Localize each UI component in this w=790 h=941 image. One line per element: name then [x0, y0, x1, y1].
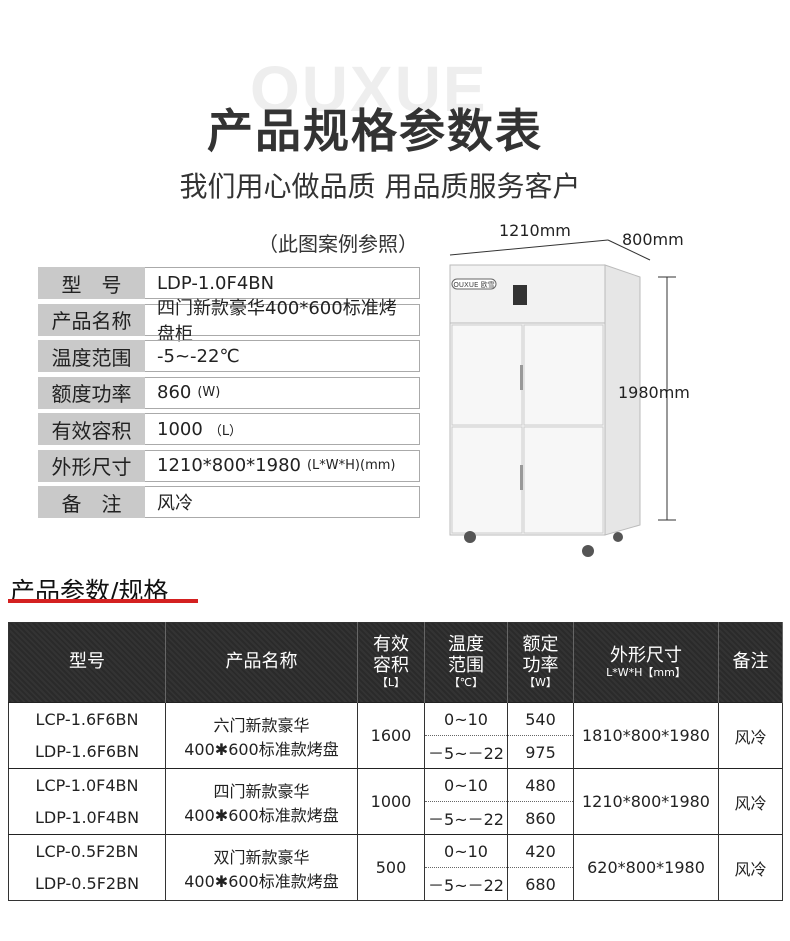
volume-cell: 500 — [357, 834, 425, 901]
spec-value: 860 (W) — [145, 376, 420, 409]
spec-value-text: LDP-1.0F4BN — [157, 272, 275, 294]
table-row: LDP-1.0F4BN －5~－22 860 — [8, 801, 783, 835]
temp-cell: 0~10 — [424, 702, 508, 736]
power-cell: 860 — [507, 801, 574, 835]
size-cell: 620*800*1980 — [573, 834, 719, 901]
spec-label: 温度范围 — [38, 340, 145, 372]
model-cell: LCP-0.5F2BN — [8, 834, 166, 868]
page-subtitle: 我们用心做品质 用品质服务客户 — [179, 170, 581, 203]
spec-row: 外形尺寸 1210*800*1980 (L*W*H)(mm) — [38, 449, 420, 482]
note-cell: 风冷 — [718, 834, 783, 901]
spec-label: 型 号 — [38, 267, 145, 299]
width-label: 1210mm — [499, 221, 571, 240]
spec-row: 有效容积 1000 （L） — [38, 413, 420, 445]
column-header: 型号 — [8, 622, 166, 703]
spec-value-text: 860 — [157, 382, 192, 403]
section-underline — [8, 599, 198, 603]
spec-value: 四门新款豪华400*600标准烤盘柜 — [145, 298, 420, 345]
spec-value-text: 1000 — [157, 418, 203, 440]
image-caption: （此图案例参照） — [258, 232, 418, 256]
spec-row: 备 注风冷 — [38, 486, 420, 518]
spec-value: 1000 （L） — [145, 413, 420, 445]
spec-label: 产品名称 — [38, 303, 145, 336]
table-row: LDP-1.6F6BN －5~－22 975 — [8, 735, 783, 769]
column-header: 产品名称 — [165, 622, 358, 703]
column-header: 温度范围 【℃】 — [424, 622, 508, 703]
size-cell: 1810*800*1980 — [573, 702, 719, 769]
spec-value: 风冷 — [145, 486, 420, 518]
temp-cell: 0~10 — [424, 768, 508, 802]
table-row: LCP-0.5F2BN 双门新款豪华 400✱600标准款烤盘 500 0~10 … — [8, 834, 783, 901]
spec-label: 有效容积 — [38, 413, 145, 445]
spec-unit: (L*W*H)(mm) — [306, 458, 396, 473]
power-cell: 540 — [507, 702, 574, 736]
power-cell: 680 — [507, 867, 574, 901]
spec-value: -5~-22℃ — [145, 340, 420, 372]
spec-value-text: 四门新款豪华400*600标准烤盘柜 — [157, 297, 397, 345]
spec-unit: (W) — [197, 385, 221, 400]
table-row: LCP-1.0F4BN 四门新款豪华 400✱600标准款烤盘 1000 0~10… — [8, 768, 783, 835]
power-cell: 480 — [507, 768, 574, 802]
spec-row: 型 号 LDP-1.0F4BN — [38, 267, 420, 299]
product-name-cell: 双门新款豪华 400✱600标准款烤盘 — [165, 834, 358, 901]
fridge-diagram: OUXUE 欧雪 — [449, 239, 676, 557]
depth-dimension-line — [607, 239, 651, 261]
product-name-cell: 四门新款豪华 400✱600标准款烤盘 — [165, 768, 358, 835]
spec-label: 外形尺寸 — [38, 449, 145, 482]
volume-cell: 1600 — [357, 702, 425, 769]
temp-cell: －5~－22 — [424, 801, 508, 835]
model-cell: LCP-1.6F6BN — [8, 702, 166, 736]
spec-value: LDP-1.0F4BN — [145, 267, 420, 299]
depth-label: 800mm — [622, 230, 684, 249]
note-cell: 风冷 — [718, 702, 783, 769]
spec-row: 产品名称 四门新款豪华400*600标准烤盘柜 — [38, 298, 420, 345]
spec-label: 额度功率 — [38, 376, 145, 409]
temp-cell: －5~－22 — [424, 735, 508, 769]
size-cell: 1210*800*1980 — [573, 768, 719, 835]
spec-value-text: 1210*800*1980 — [157, 455, 301, 476]
spec-label: 备 注 — [38, 486, 145, 518]
model-cell: LDP-1.0F4BN — [8, 801, 166, 835]
spec-row: 额度功率 860 (W) — [38, 376, 420, 409]
volume-cell: 1000 — [357, 768, 425, 835]
model-cell: LCP-1.0F4BN — [8, 768, 166, 802]
power-cell: 420 — [507, 834, 574, 868]
width-dimension-line — [449, 239, 609, 256]
brand-logo — [451, 278, 497, 290]
spec-value: 1210*800*1980 (L*W*H)(mm) — [145, 449, 420, 482]
spec-unit: （L） — [208, 423, 243, 439]
svg-text:OUXUE 欧雪: OUXUE 欧雪 — [453, 280, 494, 289]
spec-table: 型号 产品名称 有效容积 【L】 温度范围 【℃】 额定功率 【W】 外形尺寸 L*W*H【mm】… — [8, 622, 783, 901]
page-title: 产品规格参数表 — [207, 104, 543, 158]
column-header: 额定功率 【W】 — [507, 622, 574, 703]
spec-row: 温度范围 -5~-22℃ — [38, 340, 420, 372]
height-label: 1980mm — [618, 383, 690, 402]
note-cell: 风冷 — [718, 768, 783, 835]
table-row: LDP-0.5F2BN －5~－22 680 — [8, 867, 783, 901]
control-panel — [513, 285, 527, 305]
spec-value-text: 风冷 — [157, 493, 193, 514]
power-cell: 975 — [507, 735, 574, 769]
spec-value-text: -5~-22℃ — [157, 345, 240, 367]
temp-cell: －5~－22 — [424, 867, 508, 901]
watermark: OUXUE — [250, 53, 488, 125]
column-header: 备注 — [718, 622, 783, 703]
model-cell: LDP-0.5F2BN — [8, 867, 166, 901]
table-row: LCP-1.6F6BN 六门新款豪华 400✱600标准款烤盘 1600 0~10… — [8, 702, 783, 769]
product-name-cell: 六门新款豪华 400✱600标准款烤盘 — [165, 702, 358, 769]
model-cell: LDP-1.6F6BN — [8, 735, 166, 769]
temp-cell: 0~10 — [424, 834, 508, 868]
column-header: 外形尺寸 L*W*H【mm】 — [573, 622, 719, 703]
column-header: 有效容积 【L】 — [357, 622, 425, 703]
